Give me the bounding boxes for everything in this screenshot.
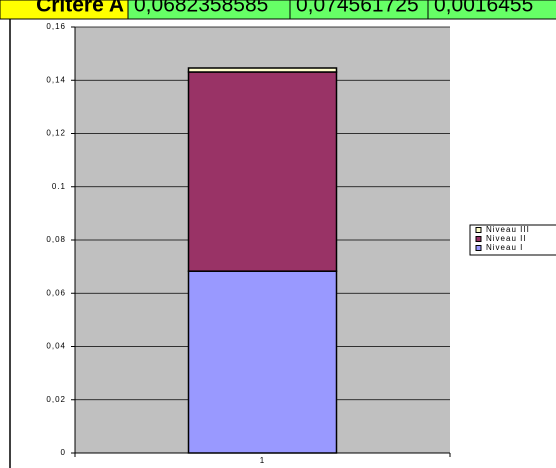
legend-swatch xyxy=(475,227,482,233)
y-tick-label: 0,14 xyxy=(46,75,66,84)
y-tick-label: 0,04 xyxy=(46,342,66,351)
legend-swatch xyxy=(475,236,482,242)
y-tick-label: 0,12 xyxy=(46,129,66,138)
legend-swatch xyxy=(475,245,482,251)
cell xyxy=(427,0,556,20)
bar-segment xyxy=(187,67,338,73)
y-tick-label: 0,02 xyxy=(46,395,66,404)
y-tick-label: 0 xyxy=(61,448,66,457)
cell-value: 0,0682358585 xyxy=(134,0,268,17)
x-tick-label: 1 xyxy=(260,456,265,465)
legend-label: Niveau III xyxy=(486,225,530,234)
bar-segment xyxy=(187,270,338,454)
bar-segment xyxy=(187,71,338,272)
cell-value: 0,0016455 xyxy=(434,0,533,17)
cell-value: 0,074561725 xyxy=(296,0,419,17)
y-tick-label: 0,06 xyxy=(46,288,66,297)
y-tick-label: 0,08 xyxy=(46,235,66,244)
legend xyxy=(469,224,556,256)
y-tick-label: 0,16 xyxy=(46,22,66,31)
cell-label: Critère A xyxy=(36,0,124,17)
legend-label: Niveau II xyxy=(486,234,527,243)
legend-label: Niveau I xyxy=(486,243,523,252)
y-tick-label: 0.1 xyxy=(52,182,66,191)
